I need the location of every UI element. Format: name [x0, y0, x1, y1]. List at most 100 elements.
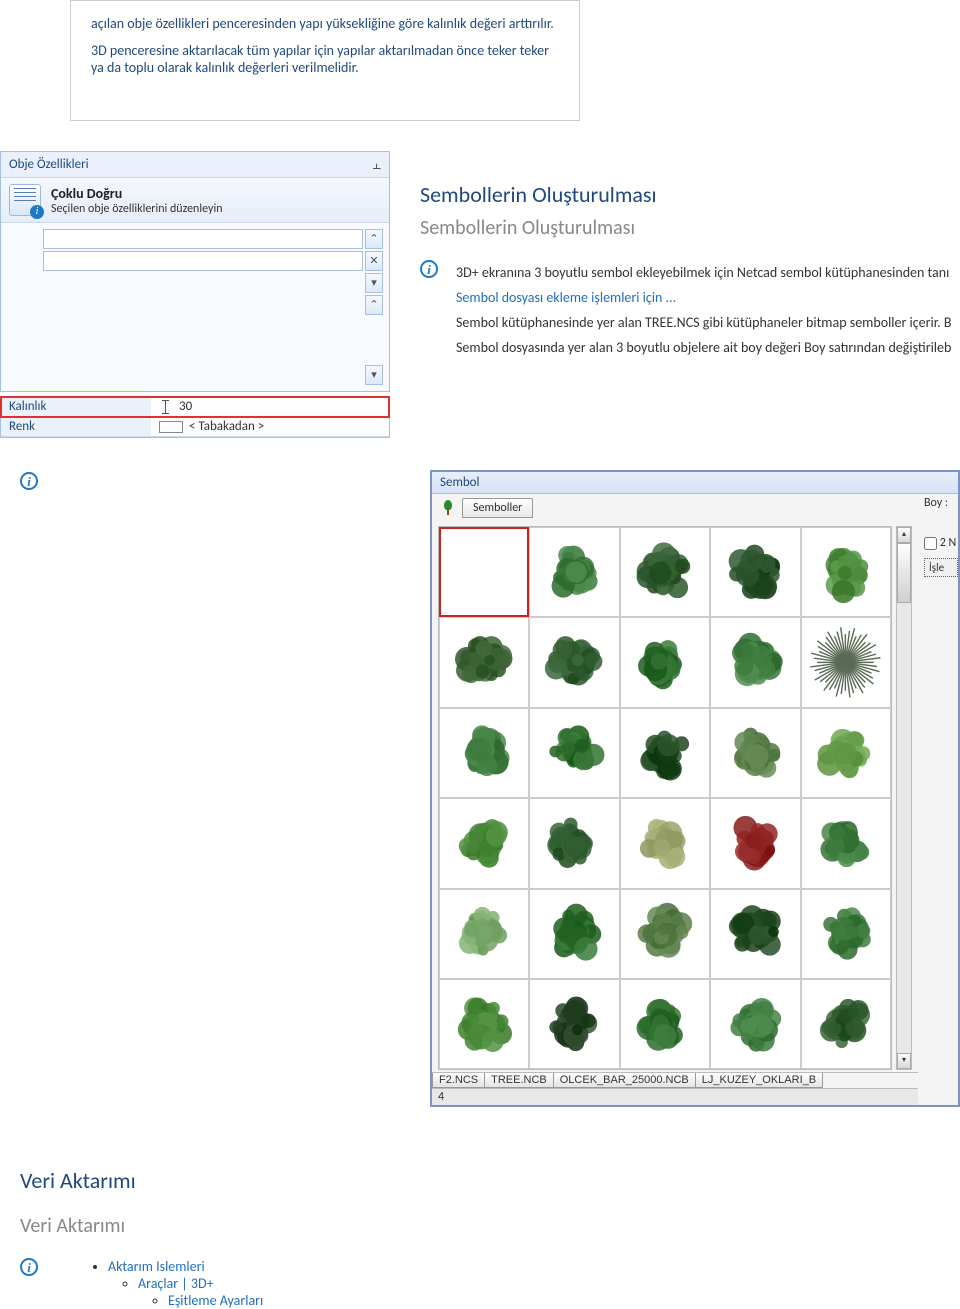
tree-cell-27[interactable] — [620, 979, 710, 1069]
tree-cell-16[interactable] — [529, 798, 619, 888]
tree-grid — [438, 526, 892, 1070]
status-bar: 4 — [432, 1088, 918, 1105]
veri-bullets: Aktarım Islemleri Araçlar | 3D+ Eşitleme… — [108, 1258, 263, 1309]
tree-cell-9[interactable] — [801, 617, 891, 707]
file-tabs-row: F2.NCS TREE.NCB OLCEK_BAR_25000.NCB LJ_K… — [432, 1072, 918, 1088]
vertical-scrollbar[interactable]: ▴ ▾ — [896, 526, 912, 1070]
scroll-thumb[interactable] — [897, 543, 911, 603]
cb-2n[interactable] — [924, 537, 937, 550]
panel-title-text: Obje Özellikleri — [9, 157, 89, 172]
tree-cell-19[interactable] — [801, 798, 891, 888]
tree-cell-5[interactable] — [439, 617, 529, 707]
tree-cell-15[interactable] — [439, 798, 529, 888]
info-icon-2: i — [20, 472, 38, 490]
dropdown-row-1: ⌃ — [43, 229, 383, 249]
tree-cell-7[interactable] — [620, 617, 710, 707]
pin-icon[interactable]: ⫠ — [373, 156, 381, 173]
tree-cell-10[interactable] — [439, 708, 529, 798]
renk-row[interactable]: Renk < Tabakadan > — [1, 417, 389, 437]
panel-object-title: Çoklu Doğru — [51, 185, 223, 202]
sembol-p4: Sembol dosyasında yer alan 3 boyutlu obj… — [456, 339, 952, 356]
info-icon: i — [420, 260, 438, 278]
intro-gray-box: açılan obje özellikleri penceresinden ya… — [70, 0, 580, 121]
tree-cell-11[interactable] — [529, 708, 619, 798]
sembol-toolbar: Semboller — [432, 494, 918, 522]
sembol-h1: Sembollerin Oluşturulması — [420, 181, 960, 208]
cb-2n-label: 2 N — [940, 536, 957, 550]
bullet-3: Eşitleme Ayarları — [168, 1292, 263, 1309]
file-tab-0[interactable]: F2.NCS — [432, 1073, 485, 1088]
bullet-2-link[interactable]: Araçlar | 3D+ — [138, 1275, 214, 1292]
object-properties-panel: Obje Özellikleri ⫠ Çoklu Doğru Seçilen o… — [0, 151, 390, 392]
dropdown-down-1[interactable]: ▾ — [365, 273, 383, 293]
tree-cell-24[interactable] — [801, 889, 891, 979]
scroll-up-button[interactable]: ▴ — [897, 527, 911, 543]
dropdown-up-1[interactable]: ⌃ — [365, 229, 383, 249]
intro-paragraph-2: 3D penceresine aktarılacak tüm yapılar i… — [91, 42, 559, 76]
scroll-down-button[interactable]: ▾ — [897, 1053, 911, 1069]
panel-body: ⌃ ✕ ▾ ⌃ — [1, 223, 389, 391]
tree-cell-22[interactable] — [620, 889, 710, 979]
tree-cell-21[interactable] — [529, 889, 619, 979]
isle-button[interactable]: İşle — [924, 558, 958, 577]
color-swatch-icon — [159, 421, 183, 433]
cb-2n-row[interactable]: 2 N — [924, 536, 958, 550]
tree-cell-1[interactable] — [529, 527, 619, 617]
dropdown-row-2: ✕ — [43, 251, 383, 271]
file-tab-1[interactable]: TREE.NCB — [484, 1073, 554, 1088]
sembol-grid-wrap: ▴ ▾ — [432, 522, 918, 1072]
boy-label: Boy : — [924, 496, 958, 510]
bullet-2: Araçlar | 3D+ Eşitleme Ayarları — [138, 1275, 263, 1309]
file-tab-2[interactable]: OLCEK_BAR_25000.NCB — [553, 1073, 696, 1088]
semboller-tab[interactable]: Semboller — [462, 498, 533, 518]
tree-toolbar-icon — [440, 500, 456, 516]
dropdown-row-5: ▾ — [43, 365, 383, 385]
tree-cell-25[interactable] — [439, 979, 529, 1069]
sembol-dialog: Sembol Semboller ▴ ▾ — [430, 470, 960, 1107]
tree-cell-23[interactable] — [710, 889, 800, 979]
bullet-1-link[interactable]: Aktarım Islemleri — [108, 1258, 205, 1275]
veri-h1: Veri Aktarımı — [20, 1167, 960, 1194]
tree-cell-28[interactable] — [710, 979, 800, 1069]
document-info-icon — [9, 184, 41, 216]
kalinlik-label: Kalınlık — [1, 397, 151, 417]
sembol-p3: Sembol kütüphanesinde yer alan TREE.NCS … — [456, 314, 952, 331]
tree-cell-0[interactable] — [439, 527, 529, 617]
dropdown-row-4: ⌃ — [43, 295, 383, 315]
sembol-text-block: Sembollerin Oluşturulması Sembollerin Ol… — [420, 151, 960, 360]
tree-cell-17[interactable] — [620, 798, 710, 888]
tree-cell-18[interactable] — [710, 798, 800, 888]
dropdown-down-2[interactable]: ▾ — [365, 365, 383, 385]
intro-paragraph-1: açılan obje özellikleri penceresinden ya… — [91, 15, 559, 32]
panel-object-sub: Seçilen obje özelliklerini düzenleyin — [51, 202, 223, 216]
object-properties-panel-wrap: Ara Obje Özellikleri ⫠ Çoklu Doğru Seçil… — [0, 151, 390, 438]
tree-cell-3[interactable] — [710, 527, 800, 617]
tree-cell-20[interactable] — [439, 889, 529, 979]
tree-cell-2[interactable] — [620, 527, 710, 617]
dropdown-x[interactable]: ✕ — [365, 251, 383, 271]
renk-value-cell[interactable]: < Tabakadan > — [151, 417, 389, 437]
sembol-p2-link[interactable]: Sembol dosyası ekleme işlemleri için ... — [456, 289, 952, 306]
sembol-p1: 3D+ ekranına 3 boyutlu sembol ekleyebilm… — [456, 264, 952, 281]
text-cursor-icon — [159, 400, 173, 414]
tree-cell-13[interactable] — [710, 708, 800, 798]
dropdown-up-2[interactable]: ⌃ — [365, 295, 383, 315]
kalinlik-row[interactable]: Kalınlık 30 — [1, 397, 389, 417]
file-tab-3[interactable]: LJ_KUZEY_OKLARI_B — [695, 1073, 823, 1088]
dropdown-field-1[interactable] — [43, 229, 363, 249]
tree-cell-6[interactable] — [529, 617, 619, 707]
tree-cell-4[interactable] — [801, 527, 891, 617]
dropdown-row-3: ▾ — [43, 273, 383, 293]
sembol-right-panel: Boy : 2 N İşle — [918, 494, 958, 1105]
kalinlik-value-cell[interactable]: 30 — [151, 397, 389, 417]
dropdown-field-2[interactable] — [43, 251, 363, 271]
tree-cell-29[interactable] — [801, 979, 891, 1069]
bullet-3-link[interactable]: Eşitleme Ayarları — [168, 1292, 263, 1309]
tree-cell-12[interactable] — [620, 708, 710, 798]
renk-label: Renk — [1, 417, 151, 437]
tree-cell-14[interactable] — [801, 708, 891, 798]
sembol-paragraphs: 3D+ ekranına 3 boyutlu sembol ekleyebilm… — [456, 260, 952, 360]
tree-cell-8[interactable] — [710, 617, 800, 707]
renk-value: < Tabakadan > — [189, 419, 264, 434]
tree-cell-26[interactable] — [529, 979, 619, 1069]
